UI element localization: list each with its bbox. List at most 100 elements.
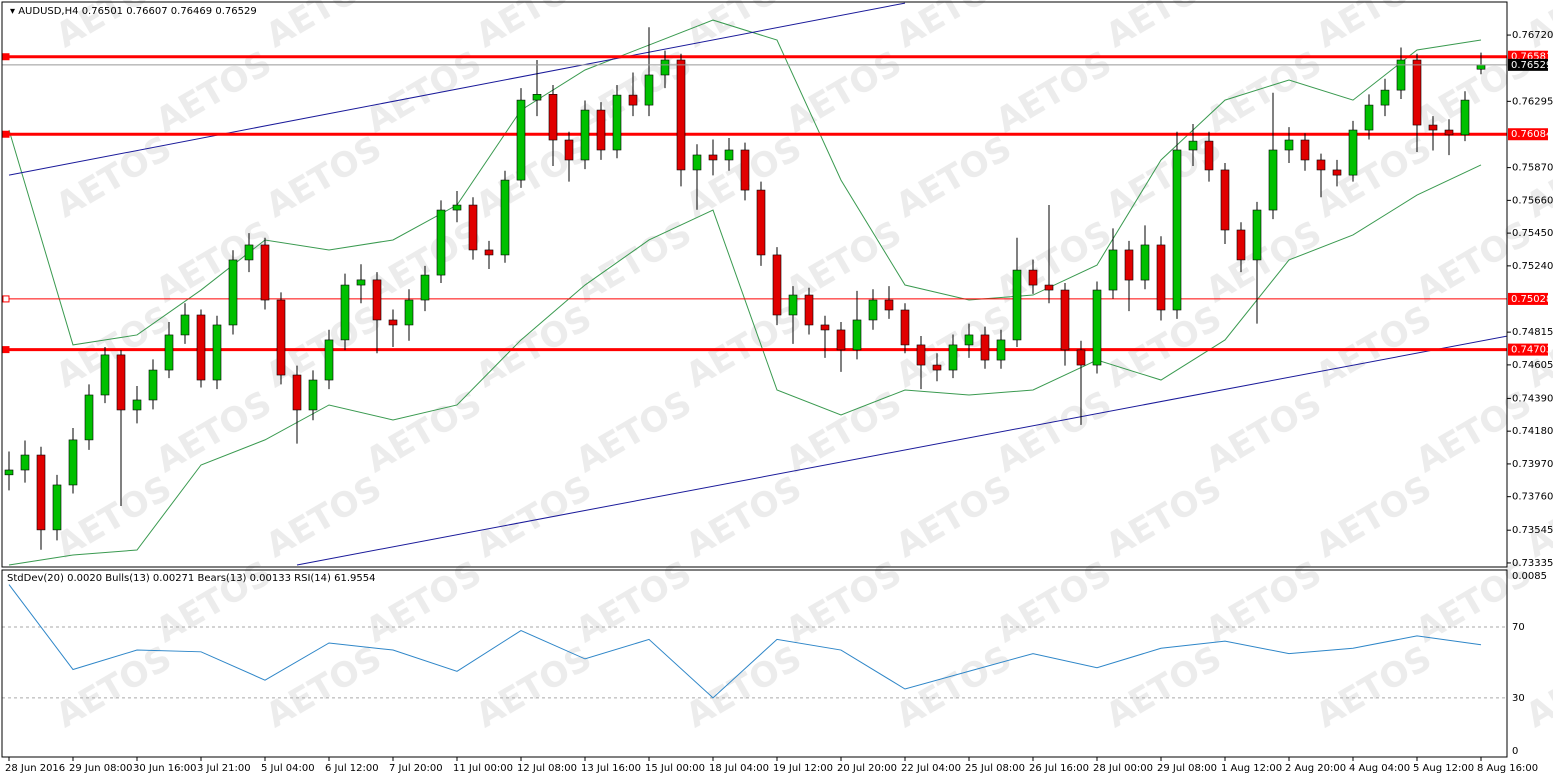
candle-body xyxy=(1268,149,1278,211)
level-label: 0.76084 xyxy=(1511,129,1552,140)
candle-body xyxy=(1012,269,1022,341)
candle-body xyxy=(308,379,318,411)
candle-body xyxy=(596,109,606,151)
candle-body xyxy=(500,179,510,256)
candle-body xyxy=(740,149,750,191)
candle-body xyxy=(1108,249,1118,291)
candle-body xyxy=(132,399,142,411)
level-label-box xyxy=(1508,128,1548,141)
candle-body xyxy=(436,209,446,276)
candle-body xyxy=(836,329,846,351)
candle-body xyxy=(996,339,1006,361)
indicator-panel xyxy=(2,584,1507,699)
y-tick-label: 0.76720 xyxy=(1512,30,1553,41)
x-tick-label: 29 Jun 08:00 xyxy=(69,763,133,774)
x-tick-label: 5 Aug 12:00 xyxy=(1413,763,1474,774)
candle-body xyxy=(1076,349,1086,366)
x-tick-label: 26 Jul 16:00 xyxy=(1029,763,1089,774)
price-frame xyxy=(1,1,1508,568)
price-panel xyxy=(2,2,1507,566)
candle-body xyxy=(324,339,334,381)
x-tick-label: 5 Jul 04:00 xyxy=(261,763,315,774)
y-tick-label: 0.74180 xyxy=(1512,426,1553,437)
candle-body xyxy=(516,99,526,181)
candle-body xyxy=(980,334,990,361)
symbol-label: ▾ AUDUSD,H4 0.76501 0.76607 0.76469 0.76… xyxy=(10,6,257,17)
candle-body xyxy=(164,334,174,371)
y-tick-label: 0.75870 xyxy=(1512,163,1553,174)
candle-body xyxy=(964,334,974,346)
candle-body xyxy=(244,244,254,261)
candle-body xyxy=(372,279,382,321)
candle-body xyxy=(1476,64,1486,70)
candle-body xyxy=(356,279,366,286)
x-tick-label: 7 Jul 20:00 xyxy=(389,763,443,774)
candle-body xyxy=(1316,159,1326,171)
x-tick-label: 15 Jul 00:00 xyxy=(645,763,705,774)
x-tick-label: 25 Jul 08:00 xyxy=(965,763,1025,774)
x-tick-label: 13 Jul 16:00 xyxy=(581,763,641,774)
x-tick-label: 11 Jul 00:00 xyxy=(453,763,513,774)
y-tick-label: 0.75450 xyxy=(1512,228,1553,239)
x-tick-label: 8 Aug 16:00 xyxy=(1477,763,1538,774)
level-marker xyxy=(2,346,10,354)
candle-body xyxy=(756,189,766,256)
candle-body xyxy=(276,299,286,376)
candle-body xyxy=(1444,129,1454,136)
candle-body xyxy=(20,454,30,471)
indicator-tick-label: 70 xyxy=(1512,622,1525,633)
y-tick-label: 0.74390 xyxy=(1512,393,1553,404)
price-label-box xyxy=(1508,58,1548,71)
x-tick-label: 3 Jul 21:00 xyxy=(197,763,251,774)
y-tick-label: 0.73545 xyxy=(1512,525,1553,536)
candle-body xyxy=(948,344,958,371)
candle-body xyxy=(36,454,46,531)
x-tick-label: 20 Jul 20:00 xyxy=(837,763,897,774)
candle-body xyxy=(1428,124,1438,131)
candle-body xyxy=(532,94,542,101)
candle-body xyxy=(548,94,558,141)
candle-body xyxy=(52,484,62,531)
candle-body xyxy=(1300,139,1310,161)
last-close: 0.76529 xyxy=(215,6,256,17)
last-low: 0.76469 xyxy=(171,6,212,17)
candle-body xyxy=(68,439,78,486)
candle-body xyxy=(404,299,414,326)
band-upper xyxy=(8,19,1482,346)
band-lower xyxy=(8,164,1482,566)
candle-body xyxy=(1172,149,1182,311)
x-tick-label: 30 Jun 16:00 xyxy=(133,763,197,774)
trend-line xyxy=(296,335,1507,566)
axes: 0.76720 0.76295 0.75870 0.75660 0.75450 0.752… xyxy=(2,30,1553,774)
candle-body xyxy=(852,319,862,351)
candle-body xyxy=(180,314,190,336)
indicator-title: StdDev(20) 0.0020 Bulls(13) 0.00271 Bear… xyxy=(7,573,375,584)
candle-body xyxy=(452,204,462,211)
candle-body xyxy=(564,139,574,161)
candle-body xyxy=(1460,99,1470,136)
x-tick-label: 28 Jun 2016 xyxy=(5,763,65,774)
candle-body xyxy=(580,109,590,161)
candle-body xyxy=(84,394,94,441)
indicator-top-label: 0.0085 xyxy=(1512,571,1547,582)
y-tick-label: 0.74605 xyxy=(1512,360,1553,371)
y-tick-label: 0.73335 xyxy=(1512,558,1553,569)
level-label: 0.76581 xyxy=(1511,52,1552,63)
level-label: 0.75028 xyxy=(1511,294,1552,305)
candle-body xyxy=(644,74,654,106)
level-label: 0.74703 xyxy=(1511,345,1552,356)
candle-body xyxy=(4,469,14,476)
candle-body xyxy=(1140,244,1150,281)
candle-body xyxy=(484,249,494,256)
level-label-box xyxy=(1508,343,1548,356)
x-tick-label: 12 Jul 08:00 xyxy=(517,763,577,774)
candle-body xyxy=(1220,169,1230,231)
candle-body xyxy=(868,299,878,321)
candle-body xyxy=(1124,249,1134,281)
candle-body xyxy=(116,354,126,411)
candle-body xyxy=(628,94,638,106)
candle-body xyxy=(196,314,206,381)
y-tick-label: 0.74815 xyxy=(1512,327,1553,338)
candle-body xyxy=(1028,269,1038,286)
candle-body xyxy=(916,344,926,366)
